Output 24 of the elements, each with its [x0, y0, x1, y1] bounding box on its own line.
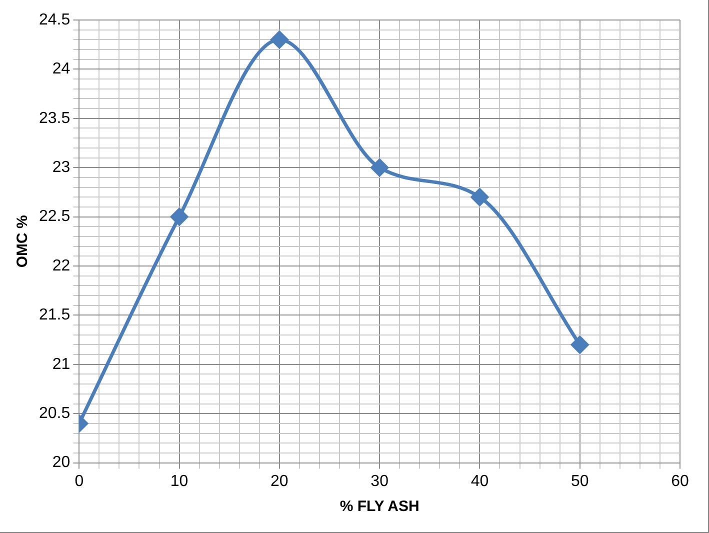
y-tick-label: 24: [52, 60, 70, 78]
y-tick-label: 20: [52, 454, 70, 472]
x-tick-label: 0: [74, 472, 84, 490]
y-tick-label: 23.5: [39, 110, 70, 127]
x-tick-label: 10: [170, 472, 188, 490]
x-tick-label: 30: [370, 472, 389, 490]
x-tick-label: 20: [270, 472, 288, 490]
y-tick-label: 22.5: [39, 208, 70, 226]
y-tick-label: 21.5: [39, 306, 70, 324]
y-axis-title: OMC %: [14, 215, 32, 268]
point: [370, 158, 388, 176]
y-tick-label: 22: [52, 257, 70, 274]
x-axis-title: % FLY ASH: [340, 498, 420, 516]
point: [470, 188, 488, 206]
x-tick-label: 40: [470, 472, 489, 490]
x-tick-label: 50: [570, 472, 589, 490]
y-tick-label: 20.5: [39, 405, 70, 422]
y-tick-label: 23: [52, 159, 70, 176]
point: [170, 208, 188, 226]
point: [571, 336, 589, 354]
x-tick-label: 60: [671, 472, 689, 490]
y-tick-label: 24.5: [39, 11, 70, 28]
y-tick-label: 21: [52, 356, 70, 373]
point: [270, 30, 288, 48]
